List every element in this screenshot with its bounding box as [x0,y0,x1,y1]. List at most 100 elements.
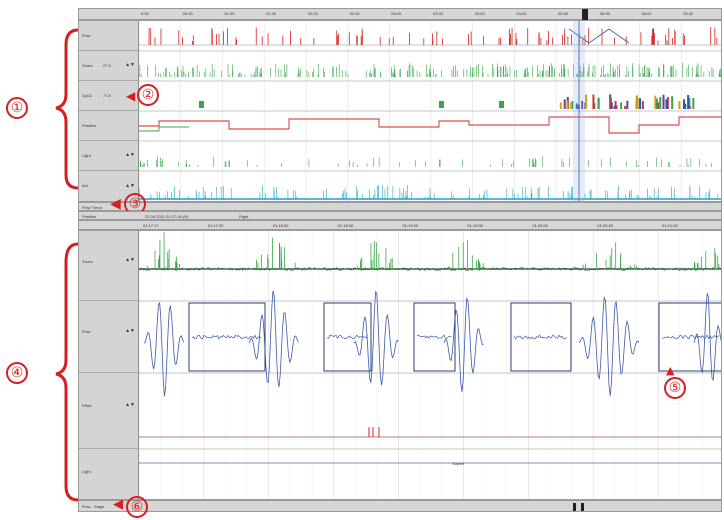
overview-spo2-bar [684,103,687,109]
overview-position-trace [139,116,721,134]
detail-label-effort: Effort ▲▼ [79,373,139,449]
detail-panel[interactable]: Snore ▲▼ Flow ▲▼ Effort ▲▼ Light Supine [78,230,722,500]
overview-footer: Flow Trend [78,202,722,211]
detail-flow-burst [443,297,484,392]
overview-spo2-bar [581,100,584,109]
overview-spo2-bar [615,105,618,109]
annotation-3-arrow: ◀ [110,196,121,212]
overview-spo2-bar [610,102,613,109]
detail-apnea-trace [326,334,368,340]
position-bar[interactable]: Position 22.04.2021 01:17:18 (R) Right [78,211,722,220]
detail-apnea-trace [661,334,720,340]
overview-spo2-bar [665,99,668,109]
overview-spo2-bar [666,97,669,109]
detail-label-light: Light [79,449,139,499]
overview-spo2-bar [439,101,444,108]
detail-marker-2[interactable] [581,503,584,511]
overview-spo2-bar [613,105,616,109]
overview-tick: 03:30 [433,11,444,16]
overview-tick: 02:00 [307,11,318,16]
overview-tick: 05:30 [599,11,610,16]
overview-spo2-bar [570,102,573,109]
detail-apnea-box [510,302,572,372]
annotation-5: ⑤ [664,377,686,399]
overview-spo2-bar [585,94,588,109]
overview-spo2-bar [635,95,638,109]
detail-time-ruler[interactable]: 01:17:17 01:17:30 01:18:00 01:18:30 01:19:00… [78,220,722,230]
overview-label-snore: Snore 27.8 ▲▼ [79,51,139,81]
detail-apnea-trace [416,334,452,339]
bracket-top [55,28,79,502]
annotation-2: ② [137,84,159,106]
detail-tick: 01:17:17 [143,223,159,228]
overview-tick: 06:00 [641,11,652,16]
overview-time-ruler[interactable]: 0:00 00:30 01:00 01:30 02:00 02:30 03:00 03:30 0… [78,8,722,20]
overview-spo2-bar [655,98,658,109]
detail-apnea-box [188,302,266,372]
detail-flow-burst [248,290,299,388]
detail-apnea-box [658,302,721,372]
overview-spo2-bar [659,96,662,109]
detail-snore-trace [139,266,721,271]
overview-spo2-bar [626,100,629,109]
overview-tick: 04:30 [516,11,527,16]
detail-apnea-box [413,302,456,372]
overview-spo2-bar [687,94,690,109]
overview-spo2-bar [678,101,681,109]
overview-spo2-bar [563,99,566,109]
detail-tick: 01:19:30 [467,223,484,228]
detail-marker-1[interactable] [573,503,576,511]
overview-tick: 03:00 [391,11,402,16]
annotation-4: ④ [6,362,28,384]
overview-spo2-bar [614,100,617,109]
overview-spo2-bar [566,100,569,109]
overview-label-position: Position [79,111,139,141]
overview-tick: 06:30 [683,11,694,16]
overview-tick: 04:00 [474,11,485,16]
overview-spo2-bar [592,94,595,109]
detail-apnea-trace [191,334,262,340]
overview-tick: 01:00 [224,11,235,16]
overview-spo2-bar [571,101,574,109]
overview-tick: 01:30 [266,11,277,16]
annotation-1: ① [6,97,28,119]
overview-spo2-bar [662,94,665,109]
annotation-6: ⑥ [126,496,148,518]
detail-tick: 01:20:00 [532,223,548,228]
annotation-6-arrow: ◀ [113,497,123,512]
position-label: Position [82,214,97,219]
overview-footer-label: Flow Trend [82,205,102,210]
overview-spo2-bar [657,102,660,109]
detail-tick: 01:20:30 [597,223,613,228]
overview-tick: 02:30 [349,11,360,16]
overview-signal-area[interactable] [139,21,722,202]
detail-tick: 01:18:00 [272,223,289,228]
detail-footer: Flow - Stage [78,500,722,512]
detail-label-flow: Flow ▲▼ [79,301,139,373]
overview-spo2-bar [624,105,627,109]
detail-tick: 01:17:30 [207,223,224,228]
detail-label-snore: Snore ▲▼ [79,231,139,301]
overview-label-light: Light ▲▼ [79,141,139,171]
detail-apnea-box [323,302,372,372]
overview-spo2-bar [641,101,644,109]
overview-spo2-bar [688,105,691,109]
detail-center-label: Supine [452,461,465,466]
overview-panel[interactable]: Flow Snore 27.8 ▲▼ SpO2 77.8 Position Light… [78,20,722,202]
detail-flow-burst [693,292,721,382]
detail-tick: 01:19:00 [402,223,419,228]
detail-apnea-trace [513,334,567,340]
detail-signal-area[interactable] [139,231,722,500]
overview-selection [573,21,585,201]
overview-spo2-bar [597,98,600,109]
overview-tick: 05:00 [558,11,569,16]
detail-flow-burst [578,296,640,396]
overview-position-trace-green [139,126,189,132]
annotation-5-arrow: ▲ [666,364,675,377]
overview-tick: 00:30 [182,11,193,16]
overview-time-cursor[interactable] [582,9,588,20]
overview-label-flow: Flow [79,21,139,51]
overview-spo2-bar [683,99,686,109]
overview-spo2-bar [499,101,504,108]
annotation-2-arrow: ◀ [126,89,136,103]
